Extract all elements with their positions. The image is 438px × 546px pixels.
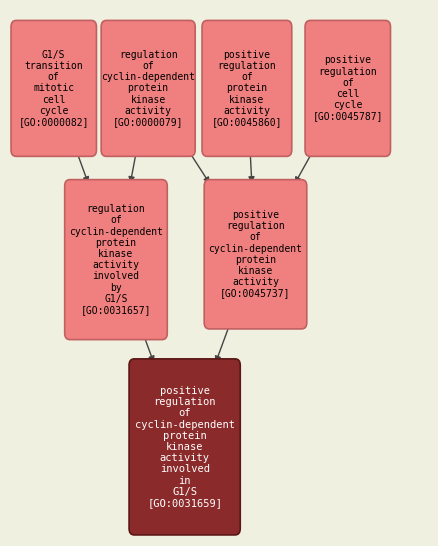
FancyBboxPatch shape [305,20,391,156]
Text: regulation
of
cyclin-dependent
protein
kinase
activity
involved
by
G1/S
[GO:0031: regulation of cyclin-dependent protein k… [69,204,163,315]
FancyBboxPatch shape [202,20,292,156]
FancyBboxPatch shape [11,20,96,156]
Text: positive
regulation
of
cell
cycle
[GO:0045787]: positive regulation of cell cycle [GO:00… [313,55,383,121]
FancyBboxPatch shape [204,180,307,329]
FancyBboxPatch shape [129,359,240,535]
FancyBboxPatch shape [65,180,167,340]
Text: regulation
of
cyclin-dependent
protein
kinase
activity
[GO:0000079]: regulation of cyclin-dependent protein k… [101,50,195,127]
Text: G1/S
transition
of
mitotic
cell
cycle
[GO:0000082]: G1/S transition of mitotic cell cycle [G… [18,50,89,127]
Text: positive
regulation
of
protein
kinase
activity
[GO:0045860]: positive regulation of protein kinase ac… [212,50,282,127]
Text: positive
regulation
of
cyclin-dependent
protein
kinase
activity
involved
in
G1/S: positive regulation of cyclin-dependent … [134,386,235,508]
Text: positive
regulation
of
cyclin-dependent
protein
kinase
activity
[GO:0045737]: positive regulation of cyclin-dependent … [208,210,303,299]
FancyBboxPatch shape [101,20,195,156]
